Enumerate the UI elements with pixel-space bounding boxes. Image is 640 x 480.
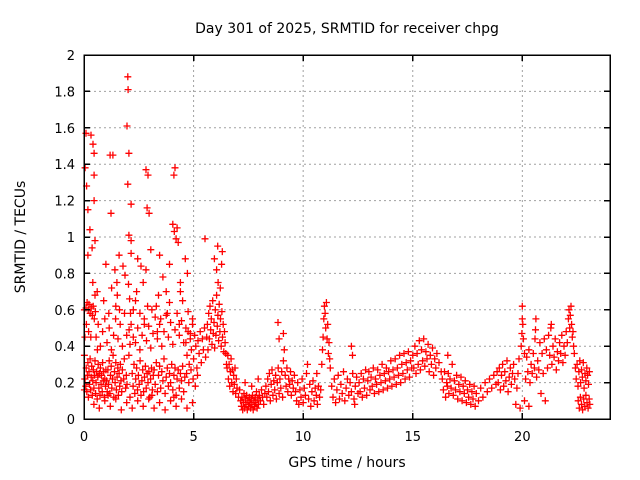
y-tick-label: 2 [67,49,75,64]
y-tick-label: 0.4 [54,340,75,355]
y-tick-label: 0.8 [54,267,75,282]
y-tick-label: 1.4 [54,158,75,173]
chart-title: Day 301 of 2025, SRMTID for receiver chp… [195,21,499,37]
y-tick-label: 0.2 [54,377,75,392]
y-axis-label: SRMTID / TECUs [13,181,29,294]
x-tick-label: 0 [80,430,88,445]
y-tick-label: 1.6 [54,122,75,137]
data-points-layer [80,73,594,414]
y-tick-label: 1 [67,231,75,246]
scatter-points [80,73,594,414]
y-tick-label: 0 [67,413,75,428]
tick-label-layer: 0 5 10 15 20 0 0.2 0.4 0.6 0.8 1 1.2 1.4 1.6 1.8 2 [54,49,530,445]
x-tick-label: 15 [404,430,421,445]
y-tick-label: 0.6 [54,304,75,319]
y-tick-label: 1.8 [54,85,75,100]
x-axis-label: GPS time / hours [288,455,405,471]
grid-layer [84,55,610,419]
x-tick-label: 5 [189,430,197,445]
x-tick-label: 10 [295,430,312,445]
x-tick-label: 20 [514,430,531,445]
axes-frame-layer [83,54,611,420]
y-tick-label: 1.2 [54,195,75,210]
